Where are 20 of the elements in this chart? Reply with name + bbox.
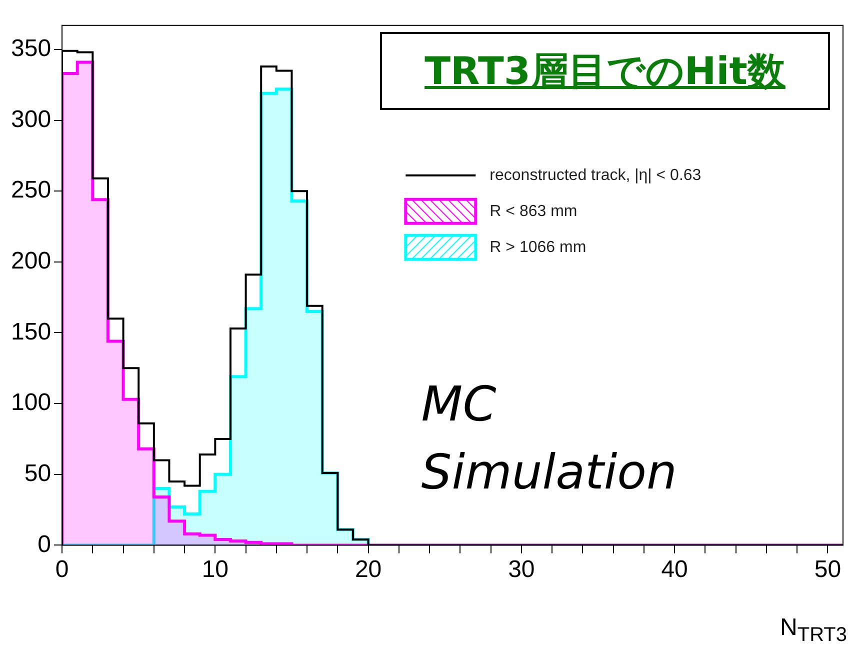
x-tick-label: 40	[661, 556, 688, 584]
y-tick-label: 150	[10, 318, 52, 346]
y-tick-label: 50	[24, 460, 52, 488]
legend-label: R < 863 mm	[490, 202, 578, 220]
y-tick-label: 0	[38, 530, 52, 558]
x-tick-label: 50	[814, 556, 842, 584]
x-tick-label: 30	[508, 556, 535, 584]
annotation: MC Simulation	[421, 376, 677, 500]
y-tick-label: 300	[10, 106, 52, 133]
y-tick-label: 100	[10, 389, 52, 416]
x-tick-label: 0	[55, 556, 69, 584]
legend-label: reconstructed track, |η| < 0.63	[490, 166, 702, 184]
text: TRT3層目でのHit数	[424, 48, 786, 94]
y-tick-label: 200	[10, 248, 52, 275]
y-tick-label: 250	[10, 176, 52, 204]
x-tick-label: 10	[202, 556, 229, 584]
x-tick-label: 20	[354, 556, 382, 584]
y-tick-label: 350	[10, 35, 52, 62]
legend-label: R > 1066 mm	[490, 238, 586, 256]
x-axis-title: N$_{TRT3}$	[780, 614, 847, 647]
